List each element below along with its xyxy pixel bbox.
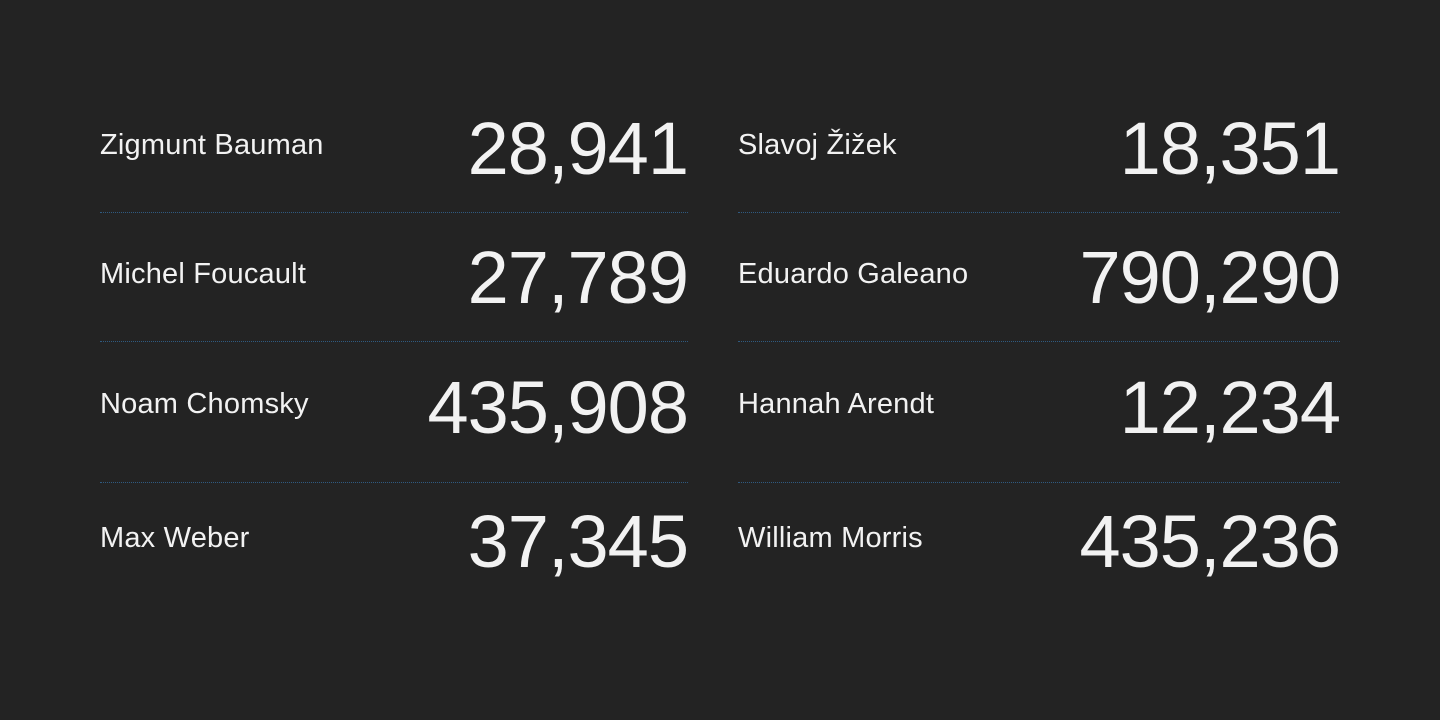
list-item: William Morris 435,236 [738,487,1341,587]
divider [100,341,688,342]
person-name: William Morris [738,522,923,554]
person-value: 435,908 [427,366,689,449]
person-value: 27,789 [467,236,689,319]
list-item: Zigmunt Bauman 28,941 [100,94,689,194]
person-value: 790,290 [1079,236,1341,319]
person-value: 28,941 [467,107,689,190]
divider [738,212,1340,213]
person-name: Max Weber [100,522,250,554]
list-item: Max Weber 37,345 [100,487,689,587]
person-name: Hannah Arendt [738,388,935,420]
divider [100,212,688,213]
person-value: 18,351 [1119,107,1341,190]
person-name: Michel Foucault [100,258,307,290]
person-name: Eduardo Galeano [738,258,969,290]
list-item: Hannah Arendt 12,234 [738,353,1341,453]
person-name: Zigmunt Bauman [100,129,324,161]
list-item: Noam Chomsky 435,908 [100,353,689,453]
list-item: Michel Foucault 27,789 [100,223,689,323]
list-item: Slavoj Žižek 18,351 [738,94,1341,194]
person-value: 12,234 [1119,366,1341,449]
divider [100,482,688,483]
divider [738,482,1340,483]
person-name: Noam Chomsky [100,388,309,420]
divider [738,341,1340,342]
list-item: Eduardo Galeano 790,290 [738,223,1341,323]
person-name: Slavoj Žižek [738,129,897,161]
person-value: 435,236 [1079,500,1341,583]
person-value: 37,345 [467,500,689,583]
